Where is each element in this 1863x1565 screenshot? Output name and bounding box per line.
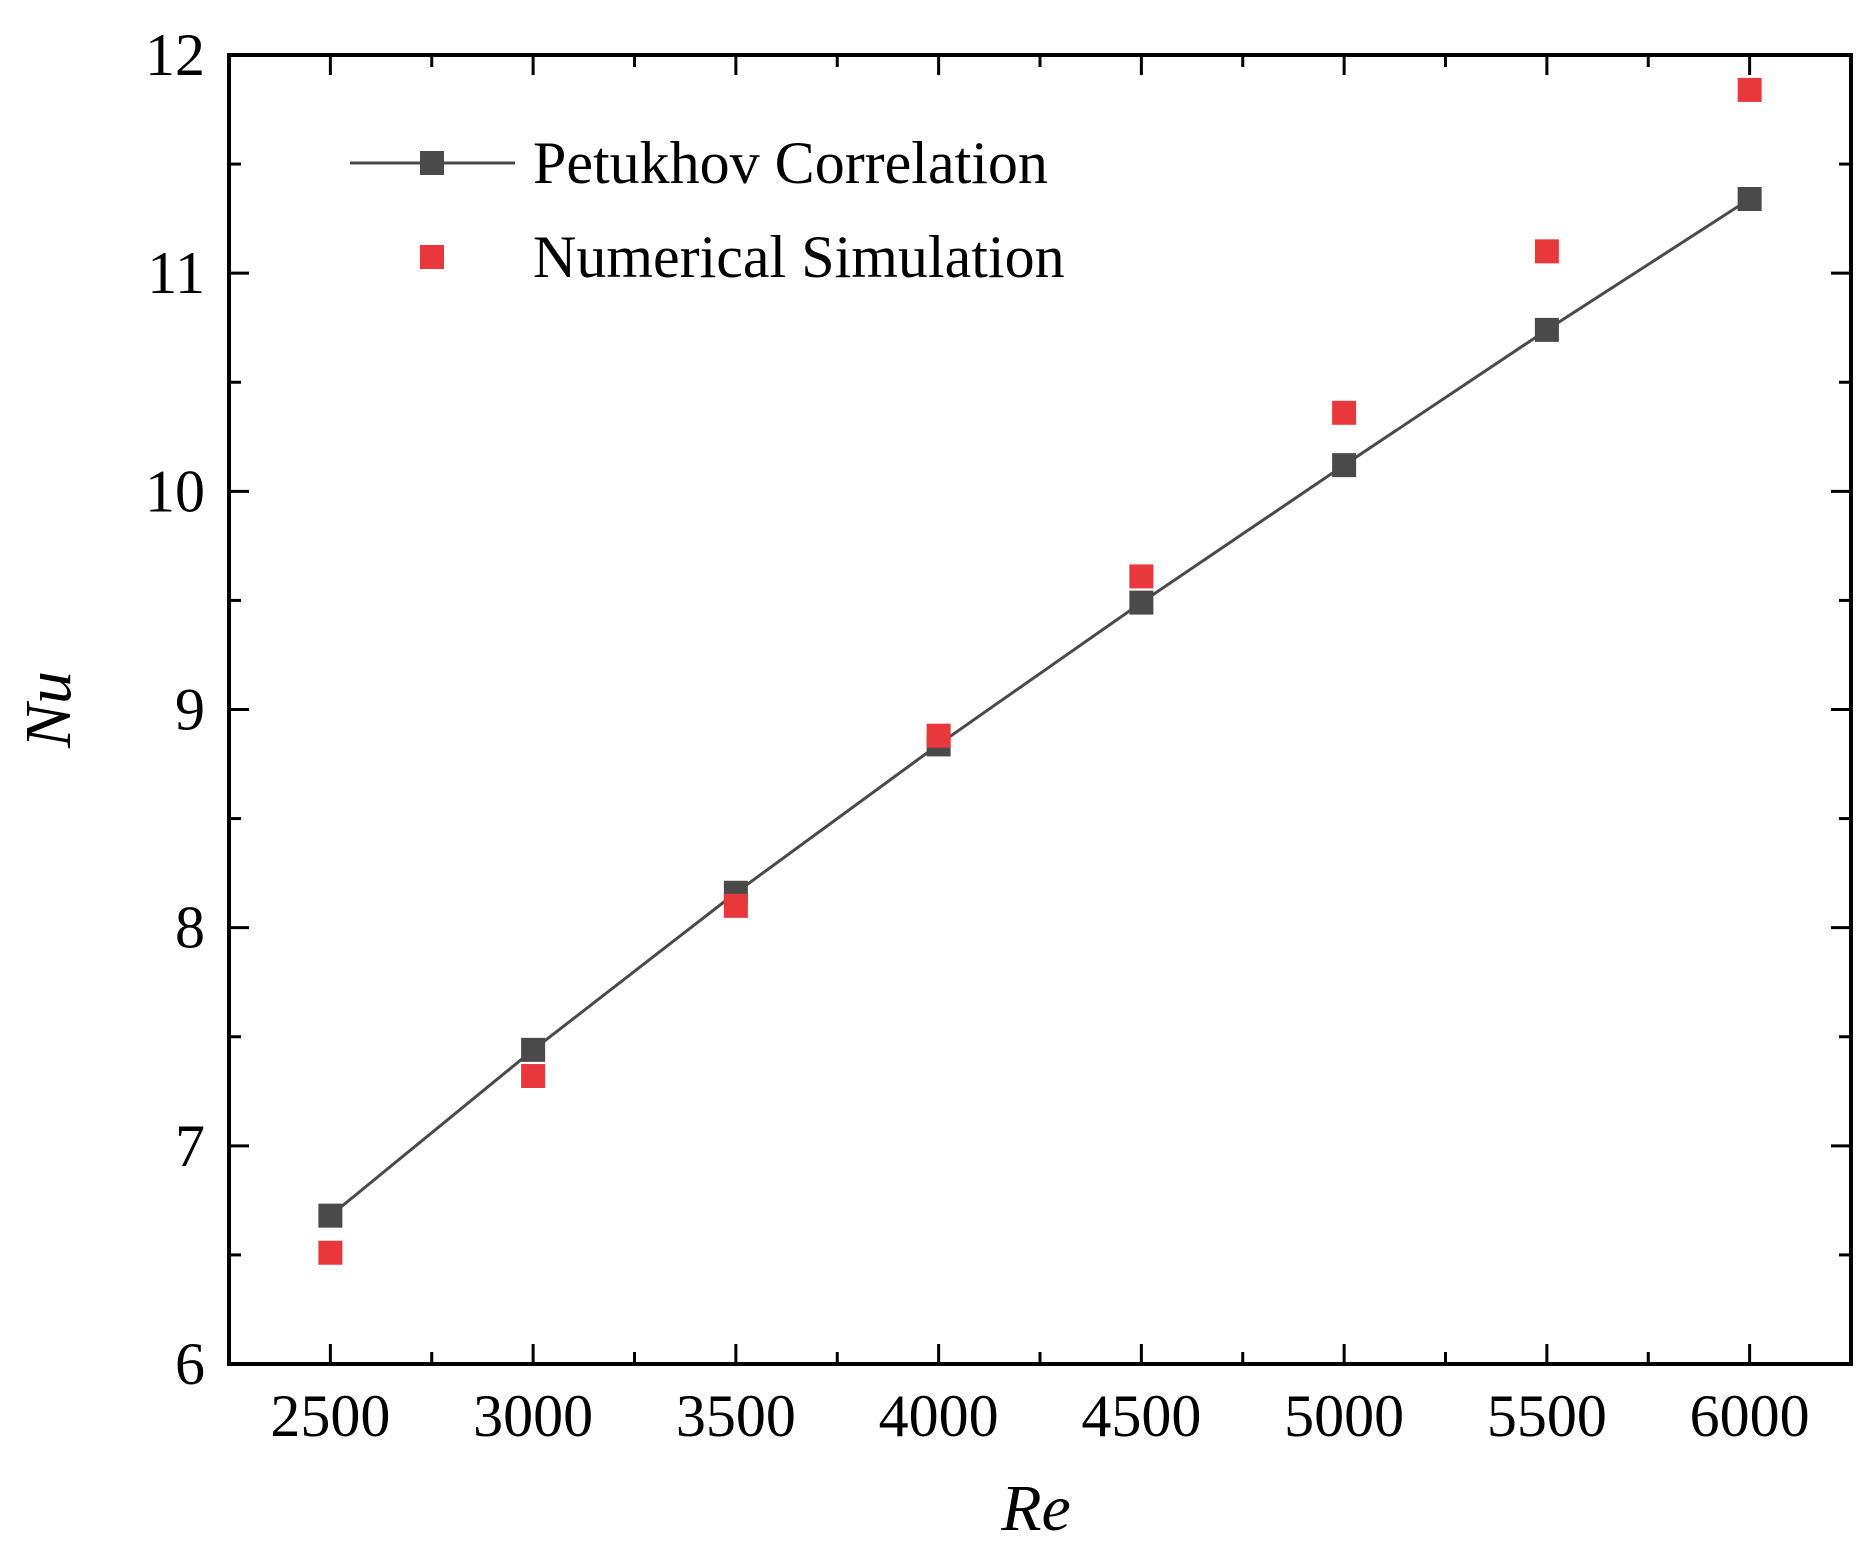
y-tick-label: 11	[147, 240, 205, 306]
data-point-numerical	[926, 723, 951, 748]
y-tick-label: 7	[175, 1113, 205, 1179]
legend-marker-petukhov	[420, 151, 444, 175]
y-tick-label: 10	[145, 458, 205, 524]
data-point-numerical	[1129, 564, 1154, 589]
data-point-numerical	[1737, 77, 1762, 102]
data-point-numerical	[318, 1240, 343, 1265]
x-tick-label: 5500	[1487, 1383, 1607, 1449]
series-layer	[318, 77, 1762, 1265]
axes-layer: 2500 3000 3500 4000 4500 5000 5500 6000 6 7 8 9 10 11…	[145, 22, 1853, 1449]
y-axis-title: Nu	[12, 671, 85, 749]
legend-label-numerical: Numerical Simulation	[533, 224, 1065, 290]
y-tick-label: 9	[175, 677, 205, 743]
data-point-numerical	[723, 893, 748, 918]
data-point-petukhov	[1332, 453, 1357, 478]
x-tick-label: 2500	[270, 1383, 390, 1449]
legend: Petukhov Correlation Numerical Simulatio…	[350, 130, 1065, 290]
data-point-numerical	[1534, 239, 1559, 264]
y-tick-label: 12	[145, 22, 205, 88]
x-tick-label: 5000	[1284, 1383, 1404, 1449]
data-point-petukhov	[521, 1037, 546, 1062]
x-tick-label: 6000	[1690, 1383, 1810, 1449]
data-point-petukhov	[1129, 590, 1154, 615]
legend-label-petukhov: Petukhov Correlation	[533, 130, 1048, 196]
x-tick-label: 3000	[473, 1383, 593, 1449]
y-tick-label: 8	[175, 895, 205, 961]
data-point-numerical	[521, 1064, 546, 1089]
data-point-petukhov	[1737, 186, 1762, 211]
plot-frame	[227, 53, 1853, 1366]
series-line-petukhov	[329, 197, 1751, 1217]
x-tick-label: 4000	[879, 1383, 999, 1449]
data-point-petukhov	[318, 1203, 343, 1228]
x-axis-title: Re	[1000, 1472, 1071, 1545]
y-tick-label: 6	[175, 1331, 205, 1397]
legend-marker-numerical	[420, 245, 444, 269]
data-point-petukhov	[1534, 317, 1559, 342]
x-tick-label: 4500	[1081, 1383, 1201, 1449]
x-tick-label: 3500	[676, 1383, 796, 1449]
data-point-numerical	[1332, 400, 1357, 425]
